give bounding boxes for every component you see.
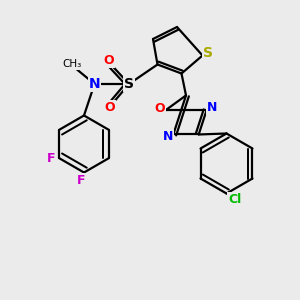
Text: O: O	[105, 100, 116, 114]
Text: O: O	[103, 54, 114, 68]
Text: CH₃: CH₃	[62, 59, 82, 69]
Text: S: S	[124, 77, 134, 91]
Text: F: F	[77, 173, 85, 187]
Text: S: S	[203, 46, 213, 60]
Text: N: N	[89, 77, 100, 91]
Text: N: N	[163, 130, 173, 143]
Text: Cl: Cl	[228, 193, 242, 206]
Text: N: N	[207, 101, 217, 114]
Text: F: F	[47, 152, 55, 165]
Text: O: O	[155, 102, 165, 115]
